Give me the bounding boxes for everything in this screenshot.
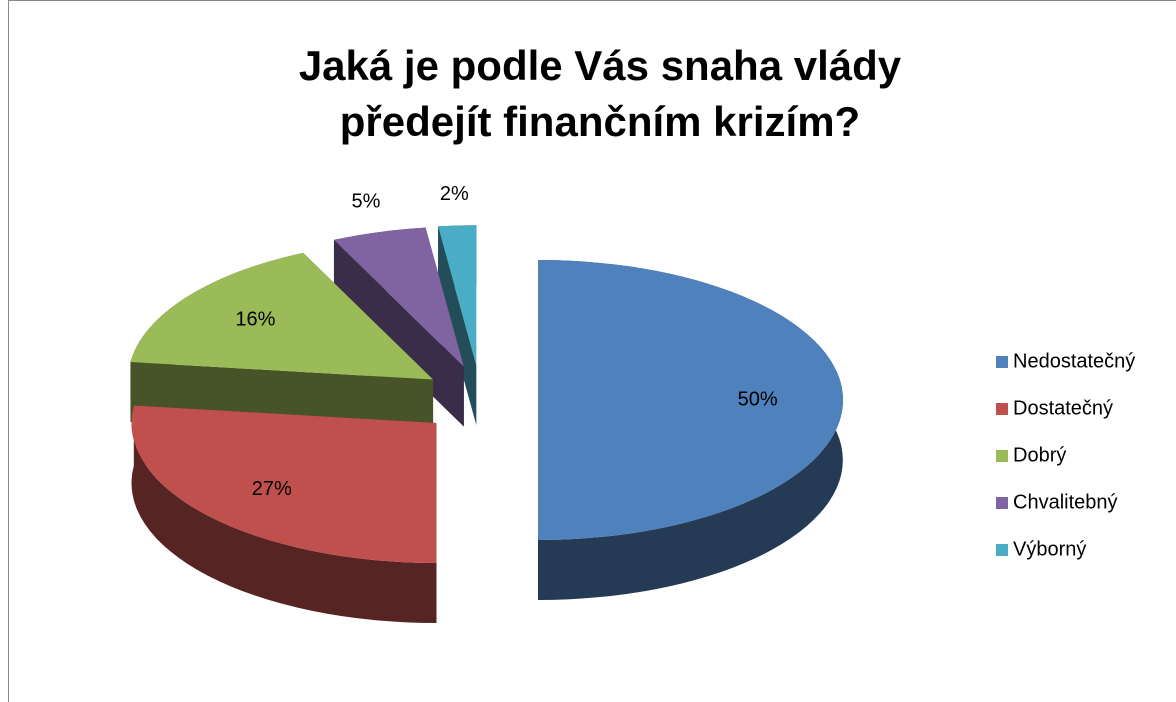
slice — [130, 252, 434, 380]
legend-label: Dobrý — [1013, 444, 1066, 466]
data-label: 5% — [352, 190, 381, 212]
legend-swatch — [996, 497, 1008, 509]
chart-title: Jaká je podle Vás snaha vlády předejít f… — [298, 42, 902, 145]
legend-label: Výborný — [1013, 538, 1086, 560]
data-label: 27% — [252, 478, 292, 500]
legend-swatch — [996, 544, 1008, 556]
data-label: 16% — [235, 309, 275, 331]
legend-label: Dostatečný — [1013, 397, 1113, 419]
legend-swatch — [996, 356, 1008, 368]
legend-swatch — [996, 403, 1008, 415]
chart-border — [8, 0, 1176, 702]
slice — [438, 225, 477, 366]
data-label: 2% — [440, 183, 469, 205]
slice — [333, 227, 464, 367]
legend-label: Chvalitebný — [1013, 491, 1118, 513]
slice — [538, 260, 843, 540]
legend-swatch — [996, 450, 1008, 462]
slice — [131, 405, 437, 564]
legend-label: Nedostatečný — [1013, 350, 1135, 372]
data-label: 50% — [738, 388, 778, 410]
slice-side — [131, 405, 437, 624]
